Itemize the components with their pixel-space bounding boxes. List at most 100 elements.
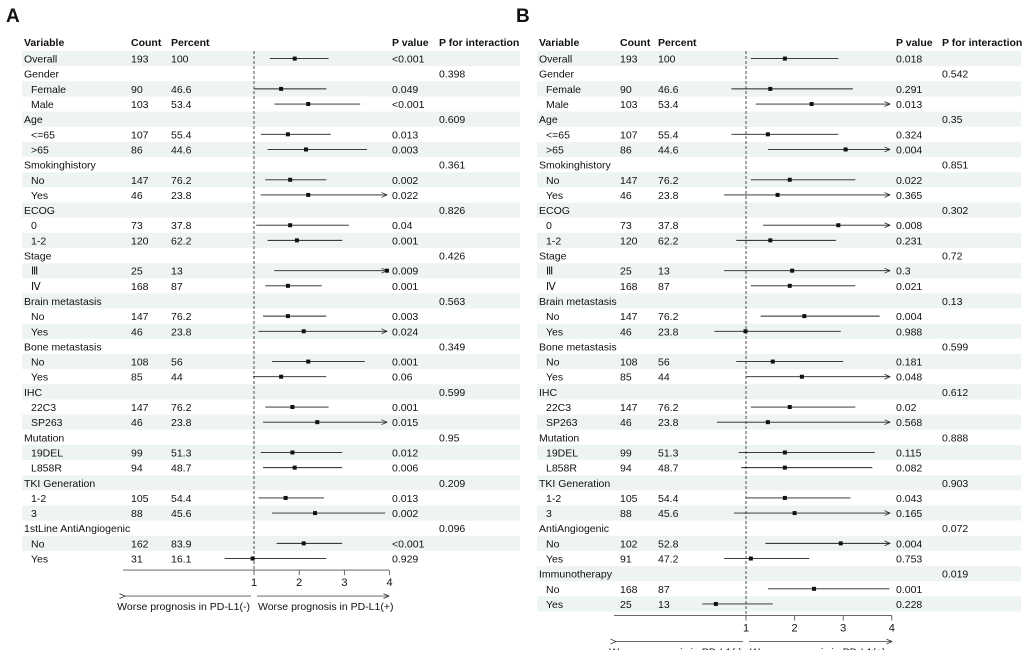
subgroup-label: 3 (31, 508, 37, 520)
p-interaction-cell: 0.542 (942, 69, 968, 81)
subgroup-label: Yes (546, 599, 563, 611)
hr-point (292, 465, 297, 470)
count-cell: 46 (131, 326, 143, 338)
percent-cell: 47.2 (658, 554, 679, 566)
subgroup-label: <=65 (31, 129, 55, 141)
row-shade (22, 535, 520, 551)
row-shade (537, 111, 1021, 127)
percent-cell: 45.6 (658, 508, 679, 520)
count-cell: 120 (620, 235, 638, 247)
count-cell: 108 (131, 357, 149, 369)
variable-label: Bone metastasis (539, 341, 617, 353)
percent-cell: 16.1 (171, 554, 192, 566)
count-cell: 73 (131, 220, 143, 232)
hr-point (385, 268, 389, 273)
p-value-cell: 0.013 (896, 99, 922, 111)
variable-label: IHC (539, 387, 558, 399)
subgroup-label: No (546, 311, 560, 323)
p-value-cell: <0.001 (392, 99, 425, 111)
p-interaction-cell: 0.35 (942, 114, 963, 126)
hr-point (792, 511, 797, 516)
direction-label-left: Worse prognosis in PD-L1(-) (609, 647, 742, 650)
count-cell: 88 (131, 508, 143, 520)
subgroup-label: L858R (546, 463, 577, 475)
subgroup-label: No (546, 175, 560, 187)
variable-label: Overall (539, 54, 572, 66)
subgroup-label: No (546, 357, 560, 369)
subgroup-label: 19DEL (31, 447, 63, 459)
percent-cell: 23.8 (658, 326, 679, 338)
count-cell: 105 (620, 493, 638, 505)
percent-cell: 55.4 (171, 129, 192, 141)
row-shade (22, 111, 520, 127)
hr-point (743, 329, 748, 334)
hr-point (301, 541, 306, 546)
p-value-cell: 0.013 (392, 129, 418, 141)
count-cell: 99 (620, 447, 632, 459)
count-cell: 94 (131, 463, 143, 475)
percent-cell: 87 (658, 281, 670, 293)
count-cell: 85 (131, 372, 143, 384)
count-cell: 88 (620, 508, 632, 520)
count-cell: 105 (131, 493, 149, 505)
variable-label: 1stLine AntiAngiogenic (24, 523, 130, 535)
x-tick-label: 1 (743, 623, 749, 635)
header-percent: Percent (171, 37, 210, 49)
p-value-cell: 0.049 (392, 84, 418, 96)
hr-point (306, 359, 311, 364)
p-value-cell: 0.015 (392, 417, 418, 429)
percent-cell: 53.4 (658, 99, 679, 111)
percent-cell: 13 (171, 266, 183, 278)
p-interaction-cell: 0.209 (439, 478, 465, 490)
row-shade (22, 202, 520, 218)
count-cell: 107 (131, 129, 149, 141)
percent-cell: 23.8 (171, 190, 192, 202)
subgroup-label: Female (546, 84, 581, 96)
percent-cell: 76.2 (658, 311, 679, 323)
percent-cell: 13 (658, 266, 670, 278)
p-value-cell: 0.324 (896, 129, 922, 141)
percent-cell: 37.8 (171, 220, 192, 232)
count-cell: 90 (131, 84, 143, 96)
variable-label: TKI Generation (539, 478, 610, 490)
hr-point (306, 192, 311, 197)
hr-point (765, 420, 770, 425)
subgroup-label: No (31, 175, 45, 187)
count-cell: 108 (620, 357, 638, 369)
p-value-cell: 0.001 (392, 281, 418, 293)
row-shade (22, 354, 520, 370)
variable-label: Stage (24, 251, 52, 263)
p-value-cell: 0.043 (896, 493, 922, 505)
hr-point (768, 86, 773, 91)
p-interaction-cell: 0.599 (439, 387, 465, 399)
header-p-value: P value (392, 37, 429, 49)
p-value-cell: 0.568 (896, 417, 922, 429)
count-cell: 94 (620, 463, 632, 475)
subgroup-label: Male (31, 99, 54, 111)
x-tick-label: 1 (251, 577, 257, 589)
p-interaction-cell: 0.903 (942, 478, 968, 490)
row-shade (22, 384, 520, 400)
variable-label: Smokinghistory (539, 160, 612, 172)
direction-label-right: Worse prognosis in PD-L1(+) (258, 601, 394, 613)
variable-label: Brain metastasis (539, 296, 617, 308)
subgroup-label: SP263 (546, 417, 578, 429)
hr-point (306, 102, 311, 107)
percent-cell: 46.6 (658, 84, 679, 96)
count-cell: 168 (620, 281, 638, 293)
p-value-cell: 0.115 (896, 447, 922, 459)
subgroup-label: 1-2 (31, 235, 46, 247)
p-value-cell: 0.001 (896, 584, 922, 596)
row-shade (537, 293, 1021, 309)
x-tick-label: 4 (889, 623, 895, 635)
hr-point (782, 465, 787, 470)
p-interaction-cell: 0.95 (439, 432, 460, 444)
percent-cell: 87 (171, 281, 183, 293)
variable-label: Age (24, 114, 43, 126)
p-value-cell: 0.228 (896, 599, 922, 611)
count-cell: 168 (131, 281, 149, 293)
hr-point (782, 450, 787, 455)
row-shade (22, 293, 520, 309)
count-cell: 99 (131, 447, 143, 459)
percent-cell: 13 (658, 599, 670, 611)
